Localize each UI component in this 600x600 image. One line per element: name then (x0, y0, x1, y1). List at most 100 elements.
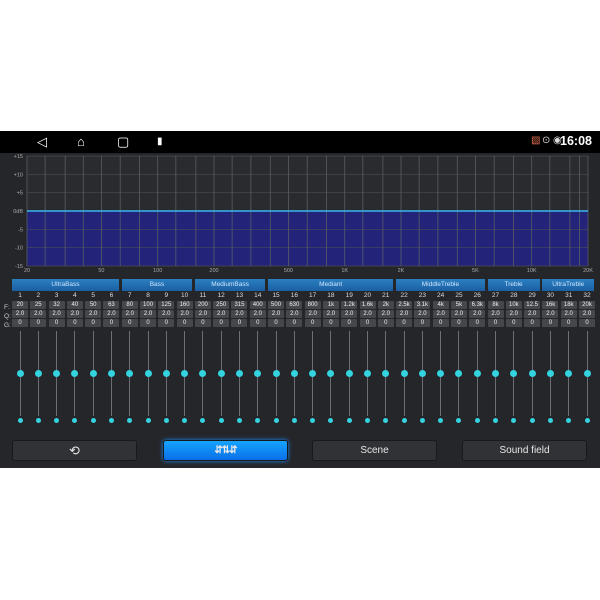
equalizer-button[interactable]: ⇵⇅⇵ (163, 440, 288, 461)
band-q[interactable]: 2.0 (249, 310, 266, 318)
band-q[interactable]: 2.0 (12, 310, 28, 318)
band-q[interactable]: 2.0 (286, 310, 303, 318)
gain-slider-knob[interactable] (199, 370, 207, 377)
gain-slider-knob[interactable] (217, 370, 225, 377)
back-icon[interactable]: ◁ (37, 134, 47, 149)
band-frequency[interactable]: 25 (30, 301, 47, 309)
band-frequency[interactable]: 20k (579, 301, 595, 309)
gain-slider-knob[interactable] (290, 370, 298, 377)
sound-field-button[interactable]: Sound field (462, 440, 587, 461)
band-frequency[interactable]: 18k (560, 301, 577, 309)
band-q[interactable]: 2.0 (542, 310, 559, 318)
band-gain[interactable]: 0 (176, 319, 193, 327)
gain-slider-knob[interactable] (34, 370, 42, 377)
band-frequency[interactable]: 1k (322, 301, 339, 309)
band-q[interactable]: 2.0 (268, 310, 285, 318)
band-gain[interactable]: 0 (194, 319, 211, 327)
scene-button[interactable]: Scene (312, 440, 437, 461)
band-gain[interactable]: 0 (231, 319, 248, 327)
band-q[interactable]: 2.0 (341, 310, 358, 318)
band-frequency[interactable]: 200 (194, 301, 211, 309)
band-frequency[interactable]: 40 (66, 301, 83, 309)
gain-slider-knob[interactable] (235, 370, 243, 377)
band-gain[interactable]: 0 (542, 319, 559, 327)
band-gain[interactable]: 0 (103, 319, 120, 327)
band-frequency[interactable]: 800 (304, 301, 321, 309)
gain-slider-knob[interactable] (181, 370, 189, 377)
gain-slider-knob[interactable] (327, 370, 335, 377)
band-q[interactable]: 2.0 (487, 310, 504, 318)
gain-slider-knob[interactable] (528, 370, 536, 377)
band-q[interactable]: 2.0 (505, 310, 522, 318)
reset-button[interactable]: ⟲ (12, 440, 137, 461)
band-q[interactable]: 2.0 (560, 310, 577, 318)
band-q[interactable]: 2.0 (158, 310, 175, 318)
band-frequency[interactable]: 2.5k (396, 301, 413, 309)
band-frequency[interactable]: 100 (140, 301, 157, 309)
band-gain[interactable]: 0 (304, 319, 321, 327)
gain-slider-knob[interactable] (400, 370, 408, 377)
band-gain[interactable]: 0 (85, 319, 102, 327)
band-gain[interactable]: 0 (505, 319, 522, 327)
gain-slider-knob[interactable] (89, 370, 97, 377)
band-gain[interactable]: 0 (579, 319, 595, 327)
gain-slider-knob[interactable] (364, 370, 372, 377)
band-q[interactable]: 2.0 (231, 310, 248, 318)
band-gain[interactable]: 0 (121, 319, 138, 327)
band-q[interactable]: 2.0 (322, 310, 339, 318)
band-q[interactable]: 2.0 (359, 310, 376, 318)
band-q[interactable]: 2.0 (103, 310, 120, 318)
gain-slider-knob[interactable] (473, 370, 481, 377)
band-frequency[interactable]: 250 (213, 301, 230, 309)
gain-slider-knob[interactable] (492, 370, 500, 377)
band-frequency[interactable]: 1.6k (359, 301, 376, 309)
recents-icon[interactable]: ▢ (117, 134, 130, 149)
gain-slider-knob[interactable] (162, 370, 170, 377)
band-q[interactable]: 2.0 (304, 310, 321, 318)
band-gain[interactable]: 0 (48, 319, 65, 327)
gain-slider-knob[interactable] (418, 370, 426, 377)
band-q[interactable]: 2.0 (396, 310, 413, 318)
band-frequency[interactable]: 160 (176, 301, 193, 309)
band-gain[interactable]: 0 (286, 319, 303, 327)
band-frequency[interactable]: 400 (249, 301, 266, 309)
gain-slider-knob[interactable] (345, 370, 353, 377)
band-gain[interactable]: 0 (12, 319, 28, 327)
band-q[interactable]: 2.0 (414, 310, 431, 318)
band-gain[interactable]: 0 (268, 319, 285, 327)
band-q[interactable]: 2.0 (176, 310, 193, 318)
gain-slider-knob[interactable] (144, 370, 152, 377)
band-gain[interactable]: 0 (249, 319, 266, 327)
band-gain[interactable]: 0 (487, 319, 504, 327)
band-q[interactable]: 2.0 (579, 310, 595, 318)
band-gain[interactable]: 0 (432, 319, 449, 327)
band-q[interactable]: 2.0 (450, 310, 467, 318)
band-gain[interactable]: 0 (450, 319, 467, 327)
band-frequency[interactable]: 50 (85, 301, 102, 309)
band-gain[interactable]: 0 (560, 319, 577, 327)
band-frequency[interactable]: 4k (432, 301, 449, 309)
band-q[interactable]: 2.0 (194, 310, 211, 318)
band-frequency[interactable]: 500 (268, 301, 285, 309)
band-gain[interactable]: 0 (414, 319, 431, 327)
band-gain[interactable]: 0 (66, 319, 83, 327)
band-gain[interactable]: 0 (377, 319, 394, 327)
band-gain[interactable]: 0 (30, 319, 47, 327)
band-frequency[interactable]: 630 (286, 301, 303, 309)
band-frequency[interactable]: 3.1k (414, 301, 431, 309)
gain-slider-knob[interactable] (382, 370, 390, 377)
band-frequency[interactable]: 6.3k (469, 301, 486, 309)
band-frequency[interactable]: 2k (377, 301, 394, 309)
band-q[interactable]: 2.0 (48, 310, 65, 318)
band-frequency[interactable]: 125 (158, 301, 175, 309)
band-frequency[interactable]: 80 (121, 301, 138, 309)
band-gain[interactable]: 0 (469, 319, 486, 327)
band-q[interactable]: 2.0 (377, 310, 394, 318)
band-q[interactable]: 2.0 (524, 310, 541, 318)
gain-slider-knob[interactable] (510, 370, 518, 377)
band-gain[interactable]: 0 (213, 319, 230, 327)
band-frequency[interactable]: 10k (505, 301, 522, 309)
band-q[interactable]: 2.0 (121, 310, 138, 318)
band-gain[interactable]: 0 (158, 319, 175, 327)
band-gain[interactable]: 0 (396, 319, 413, 327)
